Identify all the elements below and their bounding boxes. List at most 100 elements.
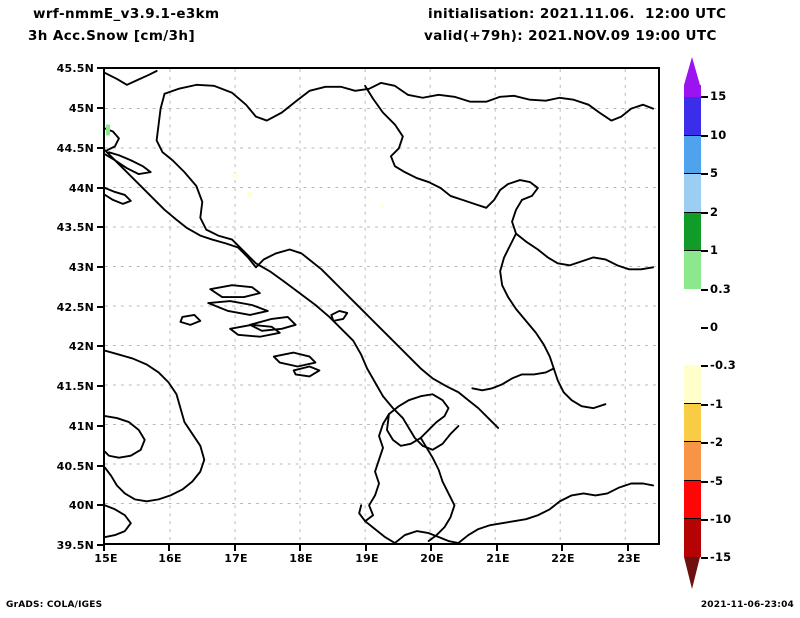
colorbar-segment-1-2 xyxy=(684,213,701,251)
y-tick xyxy=(97,306,103,308)
y-tick xyxy=(97,147,103,149)
colorbar-segment-gt15 xyxy=(684,85,701,97)
initialisation-time: initialisation: 2021.11.06. 12:00 UTC xyxy=(428,6,727,22)
y-axis-label: 40N xyxy=(68,499,94,512)
colorbar-segment-0-03 xyxy=(684,289,701,327)
colorbar-label: 15 xyxy=(710,89,727,103)
colorbar-label: -5 xyxy=(710,474,724,488)
x-tick xyxy=(234,545,236,551)
colorbar-label: 1 xyxy=(710,243,719,257)
field-pixel-melt xyxy=(232,173,238,179)
colorbar-tick xyxy=(701,327,708,329)
colorbar-label: 10 xyxy=(710,128,727,142)
valid-time: valid(+79h): 2021.NOV.09 19:00 UTC xyxy=(424,28,717,44)
y-axis-label: 43.5N xyxy=(56,221,94,234)
x-tick xyxy=(627,545,629,551)
colorbar-tick xyxy=(701,404,708,406)
y-tick xyxy=(97,107,103,109)
x-tick xyxy=(103,545,105,551)
map-canvas xyxy=(105,69,658,543)
colorbar-tick xyxy=(701,519,708,521)
x-axis-label: 22E xyxy=(551,552,575,565)
y-tick xyxy=(97,385,103,387)
x-tick xyxy=(168,545,170,551)
footer-timestamp: 2021-11-06-23:04 xyxy=(700,600,794,610)
x-tick xyxy=(430,545,432,551)
x-tick xyxy=(299,545,301,551)
x-axis-label: 20E xyxy=(420,552,444,565)
y-tick xyxy=(97,425,103,427)
colorbar-tick xyxy=(701,96,708,98)
x-axis-label: 15E xyxy=(94,552,118,565)
coastline-and-borders xyxy=(105,70,654,543)
colorbar-segment-neg03-0 xyxy=(684,327,701,365)
colorbar-segment-10-15 xyxy=(684,97,701,136)
y-axis-label: 41N xyxy=(68,420,94,433)
colorbar-label: -1 xyxy=(710,397,724,411)
colorbar-label: 5 xyxy=(710,166,719,180)
field-pixel-snow xyxy=(105,124,110,136)
y-axis-label: 39.5N xyxy=(56,539,94,552)
y-tick xyxy=(97,544,103,546)
x-tick xyxy=(496,545,498,551)
model-title: wrf-nmmE_v3.9.1-e3km xyxy=(33,6,220,22)
y-axis-label: 45.5N xyxy=(56,62,94,75)
colorbar-segment-2-5 xyxy=(684,174,701,213)
colorbar-label: 2 xyxy=(710,205,719,219)
colorbar-tick xyxy=(701,289,708,291)
y-axis-label: 45N xyxy=(68,102,94,115)
colorbar-segment-neg15-neg10 xyxy=(684,519,701,557)
field-pixel-melt xyxy=(246,191,252,197)
colorbar-label: -10 xyxy=(710,512,732,526)
colorbar-segment-5-10 xyxy=(684,136,701,174)
y-tick xyxy=(97,345,103,347)
colorbar-segment-neg5-neg2 xyxy=(684,442,701,481)
x-axis-label: 16E xyxy=(158,552,182,565)
y-tick xyxy=(97,67,103,69)
y-axis-label: 40.5N xyxy=(56,460,94,473)
colorbar-arrow-down xyxy=(684,557,700,589)
colorbar-label: 0.3 xyxy=(710,282,731,296)
map-plot-area[interactable] xyxy=(103,67,660,545)
x-axis-label: 23E xyxy=(617,552,641,565)
colorbar-segment-neg10-neg5 xyxy=(684,481,701,519)
field-pixel-melt xyxy=(380,202,384,209)
colorbar-tick xyxy=(701,173,708,175)
x-tick xyxy=(561,545,563,551)
y-tick xyxy=(97,504,103,506)
y-tick xyxy=(97,187,103,189)
footer-credit: GrADS: COLA/IGES xyxy=(6,600,103,610)
y-axis-label: 43N xyxy=(68,261,94,274)
y-axis-label: 41.5N xyxy=(56,380,94,393)
x-axis-label: 18E xyxy=(289,552,313,565)
colorbar-tick xyxy=(701,365,708,367)
y-axis-label: 44N xyxy=(68,182,94,195)
colorbar-segment-neg2-neg1 xyxy=(684,404,701,442)
y-tick xyxy=(97,266,103,268)
colorbar-tick xyxy=(701,442,708,444)
colorbar-label: 0 xyxy=(710,320,719,334)
colorbar-label: -0.3 xyxy=(710,358,736,372)
colorbar-segment-03-1 xyxy=(684,251,701,289)
colorbar-tick xyxy=(701,481,708,483)
x-tick xyxy=(365,545,367,551)
colorbar-segment-neg1-neg03 xyxy=(684,365,701,404)
x-axis-label: 21E xyxy=(486,552,510,565)
forecast-field-pixels xyxy=(105,124,384,209)
colorbar-label: -15 xyxy=(710,550,732,564)
colorbar-tick xyxy=(701,135,708,137)
x-axis-label: 19E xyxy=(355,552,379,565)
field-title: 3h Acc.Snow [cm/3h] xyxy=(28,28,196,44)
y-axis-label: 42.5N xyxy=(56,301,94,314)
colorbar-label: -2 xyxy=(710,435,724,449)
y-tick xyxy=(97,226,103,228)
y-axis-label: 44.5N xyxy=(56,142,94,155)
colorbar-tick xyxy=(701,250,708,252)
colorbar-tick xyxy=(701,212,708,214)
y-axis-label: 42N xyxy=(68,340,94,353)
colorbar-tick xyxy=(701,557,708,559)
colorbar-arrow-up xyxy=(684,57,700,85)
gridlines xyxy=(105,69,658,543)
y-tick xyxy=(97,465,103,467)
